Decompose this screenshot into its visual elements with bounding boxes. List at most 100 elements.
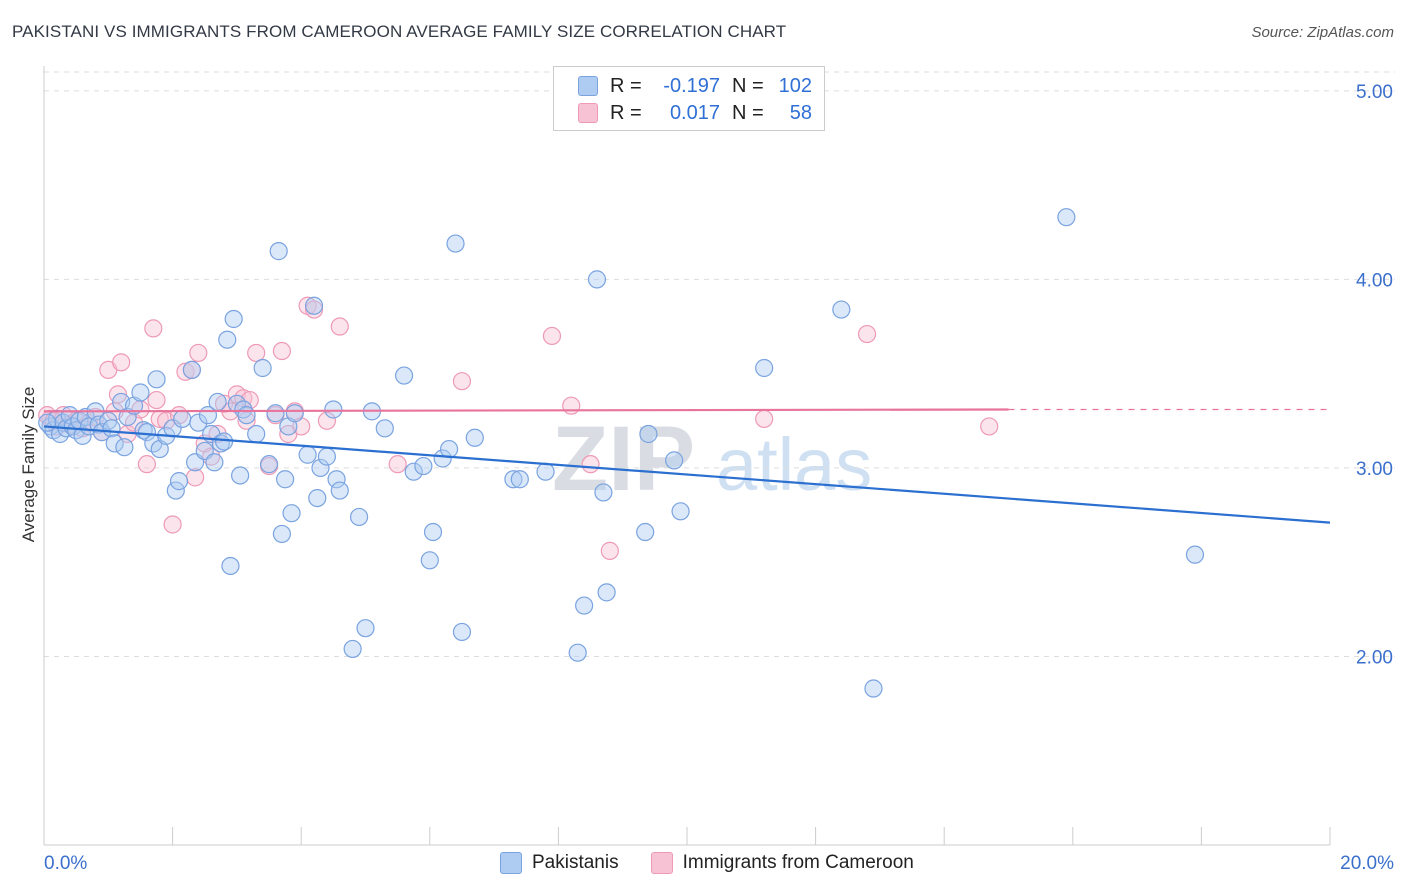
trend-lines <box>43 408 1331 524</box>
data-point-pakistanis <box>343 639 362 659</box>
data-point-cameroon <box>562 396 581 415</box>
data-point-pakistanis <box>433 449 452 468</box>
source-label: Source: ZipAtlas.com <box>1251 24 1394 41</box>
legend-swatch-pink <box>578 103 598 123</box>
data-point-pakistanis <box>311 458 330 478</box>
data-point-pakistanis <box>755 358 774 378</box>
data-point-cameroon <box>214 394 234 413</box>
data-point-cameroon <box>186 468 205 487</box>
n-value: 58 <box>789 101 812 124</box>
data-point-pakistanis <box>568 643 587 662</box>
data-point-pakistanis <box>266 404 285 423</box>
data-point-pakistanis <box>1057 208 1076 227</box>
data-point-pakistanis <box>173 409 192 429</box>
legend-item-cameroon: Immigrants from Cameroon <box>650 852 914 874</box>
legend-swatch-blue <box>578 76 598 96</box>
y-tick-label: 3.00 <box>1356 459 1393 480</box>
n-label: N = <box>732 101 764 124</box>
chart-title: PAKISTANI VS IMMIGRANTS FROM CAMEROON AV… <box>12 22 787 41</box>
data-point-pakistanis <box>452 622 472 642</box>
watermark-zip: ZIP <box>552 408 695 510</box>
data-point-pakistanis <box>272 524 292 544</box>
data-point-pakistanis <box>375 419 394 438</box>
legend-swatch-pink <box>650 852 673 874</box>
data-point-pakistanis <box>115 438 134 457</box>
data-point-pakistanis <box>504 470 523 489</box>
data-point-cameroon <box>112 353 131 372</box>
data-point-cameroon <box>317 411 337 430</box>
data-point-pakistanis <box>446 234 465 253</box>
data-point-pakistanis <box>118 407 137 427</box>
data-point-pakistanis <box>465 428 484 447</box>
data-point-cameroon <box>189 343 208 363</box>
data-point-pakistanis <box>308 488 327 508</box>
data-point-pakistanis <box>510 470 529 489</box>
data-point-pakistanis <box>276 470 295 489</box>
r-value: 0.017 <box>669 101 720 124</box>
y-tick-label: 2.00 <box>1356 647 1393 668</box>
data-point-cameroon <box>600 541 619 560</box>
n-label: N = <box>732 74 764 97</box>
data-point-pakistanis <box>147 370 166 389</box>
data-point-cameroon <box>272 341 292 361</box>
data-point-pakistanis <box>137 423 156 442</box>
trend-line-pakistanis <box>43 425 1331 524</box>
watermark-atlas: atlas <box>716 423 872 506</box>
legend-series: Pakistanis Immigrants from Cameroon <box>500 852 946 874</box>
data-point-cameroon <box>163 515 182 534</box>
data-point-pakistanis <box>269 242 288 261</box>
legend-swatch-blue <box>500 852 522 874</box>
data-point-pakistanis <box>1185 545 1205 564</box>
data-point-pakistanis <box>536 462 555 481</box>
data-point-cameroon <box>176 362 195 381</box>
data-point-pakistanis <box>131 383 150 402</box>
data-point-pakistanis <box>282 504 301 523</box>
data-point-pakistanis <box>247 424 266 444</box>
data-point-cameroon <box>330 317 349 336</box>
data-point-pakistanis <box>214 432 234 451</box>
data-point-pakistanis <box>234 400 253 419</box>
grid <box>44 71 1395 657</box>
data-point-cameroon <box>147 390 166 410</box>
data-point-cameroon <box>247 343 266 363</box>
data-point-pakistanis <box>231 466 250 485</box>
data-point-cameroon <box>144 319 163 338</box>
legend-label: Immigrants from Cameroon <box>682 852 914 873</box>
data-point-pakistanis <box>304 296 324 315</box>
data-point-pakistanis <box>189 413 208 432</box>
data-point-pakistanis <box>439 439 459 459</box>
data-point-pakistanis <box>105 434 124 453</box>
data-point-pakistanis <box>205 453 224 472</box>
legend-row-cameroon: R = 0.017 N = 58 <box>578 100 812 126</box>
data-point-pakistanis <box>102 419 121 438</box>
legend-stats: R = -0.197 N = 102 R = 0.017 N = 58 <box>553 66 825 131</box>
data-point-pakistanis <box>423 522 443 542</box>
data-point-cameroon <box>581 455 600 474</box>
data-point-pakistanis <box>636 522 655 542</box>
data-point-pakistanis <box>597 583 616 602</box>
axis-labels: 2.00 3.00 4.00 5.00 0.0% 20.0% Average Family … <box>19 82 1394 874</box>
trend-line-cameroon <box>43 408 1009 413</box>
data-point-pakistanis <box>259 455 279 474</box>
legend-item-pakistanis: Pakistanis <box>500 852 619 874</box>
y-tick-label: 5.00 <box>1356 82 1393 103</box>
data-point-cameroon <box>237 411 256 430</box>
data-point-cameroon <box>857 324 877 344</box>
n-value: 102 <box>778 74 812 97</box>
data-point-pakistanis <box>404 462 423 481</box>
data-point-pakistanis <box>356 619 375 638</box>
x-tick-label: 0.0% <box>44 853 87 874</box>
data-point-pakistanis <box>221 556 240 576</box>
data-point-pakistanis <box>224 309 243 329</box>
data-point-pakistanis <box>349 507 369 527</box>
legend-row-pakistanis: R = -0.197 N = 102 <box>578 73 812 99</box>
data-point-pakistanis <box>253 358 272 378</box>
data-point-pakistanis <box>237 406 256 425</box>
data-point-pakistanis <box>594 483 613 502</box>
legend-label: Pakistanis <box>532 852 619 873</box>
data-point-pakistanis <box>832 300 851 319</box>
data-point-cameroon <box>755 409 774 429</box>
data-point-cameroon <box>542 326 562 346</box>
r-value: -0.197 <box>663 74 720 97</box>
